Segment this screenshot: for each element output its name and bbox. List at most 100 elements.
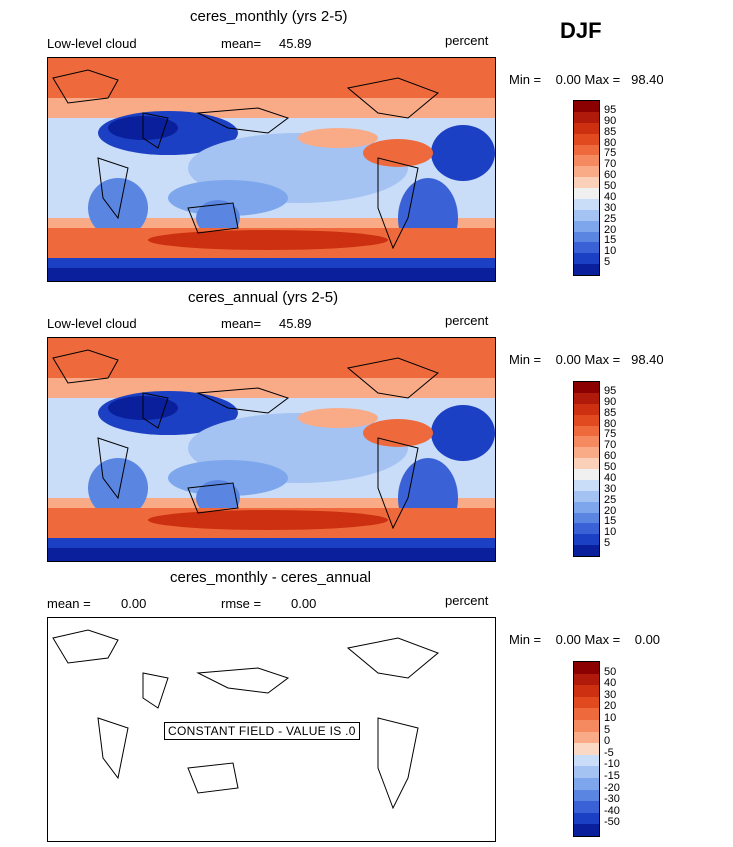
colorbar-swatch [574,198,599,210]
colorbar-swatch [574,777,599,790]
colorbar-swatch [574,490,599,502]
colorbar-tick-label: 5 [604,723,611,736]
constant-field-notice: CONSTANT FIELD - VALUE IS .0 [164,722,360,740]
colorbar-tick-label: 25 [604,212,617,225]
colorbar-swatch [574,382,599,393]
colorbar-tick-label: 60 [604,169,617,182]
panel2-cloud-field [48,338,495,561]
season-label: DJF [560,18,602,43]
panel2-minmax: Min = 0.00 Max = 98.40 [509,352,664,367]
colorbar-tick-label: 0 [604,735,611,748]
colorbar-swatch [574,264,599,275]
colorbar-tick-label: 75 [604,147,617,160]
colorbar-tick-label: -20 [604,781,620,794]
colorbar-tick-label: 40 [604,677,617,690]
colorbar-swatch [574,534,599,546]
colorbar-swatch [574,209,599,221]
colorbar-swatch [574,789,599,802]
colorbar-tick-label: 50 [604,461,617,473]
panel3-mean-value: 0.00 [121,596,147,611]
panel3-colorbar [573,661,600,837]
colorbar-tick-label: -50 [604,816,620,829]
colorbar-tick-label: -10 [604,758,620,771]
colorbar-tick-label: -15 [604,770,620,782]
colorbar-swatch [574,144,599,156]
panel3-minmax: Min = 0.00 Max = 0.00 [509,632,661,647]
panel3-mean-label: mean = [47,596,91,611]
colorbar-tick-label: 20 [604,223,617,236]
colorbar-swatch [574,133,599,145]
colorbar-swatch [574,545,599,556]
colorbar-swatch [574,425,599,437]
colorbar-tick-label: 80 [604,417,617,430]
colorbar-swatch [574,469,599,480]
panel1-variable-label: Low-level cloud [47,36,137,51]
colorbar-swatch [574,801,599,813]
panel2-units: percent [445,313,489,328]
colorbar-swatch [574,458,599,469]
colorbar-swatch [574,242,599,254]
colorbar-swatch [574,436,599,448]
panel3-units: percent [445,593,489,608]
panel1-map [47,57,496,282]
panel1-title: ceres_monthly (yrs 2-5) [190,8,348,25]
colorbar-tick-label: 95 [604,103,617,116]
panel3-rmse-label: rmse = [221,596,262,611]
colorbar-swatch [574,447,599,459]
colorbar-tick-label: 70 [604,439,617,452]
colorbar-tick-label: 75 [604,428,617,441]
panel3-coastlines [52,629,439,810]
colorbar-swatch [574,743,599,755]
colorbar-swatch [574,177,599,188]
colorbar-swatch [574,220,599,232]
colorbar-tick-label: 10 [604,245,617,258]
colorbar-swatch [574,155,599,167]
colorbar-tick-label: 50 [604,665,617,678]
panel2-variable-label: Low-level cloud [47,316,137,331]
colorbar-swatch [574,708,599,720]
colorbar-swatch [574,662,599,674]
panel1-mean-label: mean= [221,36,262,51]
panel3-title: ceres_monthly - ceres_annual [170,569,371,586]
panel1-cloud-field [48,58,495,281]
colorbar-tick-label: 40 [604,471,617,484]
colorbar-swatch [574,754,599,767]
colorbar-swatch [574,253,599,265]
colorbar-tick-label: -30 [604,793,620,806]
colorbar-tick-label: 85 [604,125,617,138]
colorbar-swatch [574,392,599,404]
colorbar-tick-label: 15 [604,515,617,528]
colorbar-tick-label: 60 [604,450,617,463]
colorbar-swatch [574,111,599,123]
colorbar-swatch [574,673,599,686]
panel2-title: ceres_annual (yrs 2-5) [188,289,339,306]
colorbar-tick-label: 70 [604,158,617,171]
panel2-mean-label: mean= [221,316,262,331]
panel1-minmax: Min = 0.00 Max = 98.40 [509,72,664,87]
colorbar-swatch [574,479,599,491]
colorbar-tick-label: 85 [604,406,617,419]
colorbar-tick-label: -5 [604,746,614,759]
colorbar-swatch [574,719,599,732]
colorbar-tick-label: 30 [604,482,617,495]
colorbar-tick-label: 90 [604,395,617,408]
panel2-colorbar [573,381,600,557]
colorbar-swatch [574,512,599,524]
panel2-map [47,337,496,562]
colorbar-swatch [574,403,599,415]
colorbar-swatch [574,523,599,535]
colorbar-tick-label: 30 [604,201,617,214]
colorbar-swatch [574,231,599,243]
panel2-mean-value: 45.89 [279,316,312,331]
colorbar-tick-label: 95 [604,384,617,397]
colorbar-tick-label: 15 [604,234,617,247]
colorbar-swatch [574,812,599,825]
panel1-colorbar [573,100,600,276]
colorbar-tick-label: 20 [604,700,617,713]
colorbar-swatch [574,122,599,134]
colorbar-swatch [574,188,599,199]
colorbar-swatch [574,696,599,709]
colorbar-swatch [574,501,599,513]
colorbar-swatch [574,685,599,697]
colorbar-tick-label: 25 [604,493,617,506]
